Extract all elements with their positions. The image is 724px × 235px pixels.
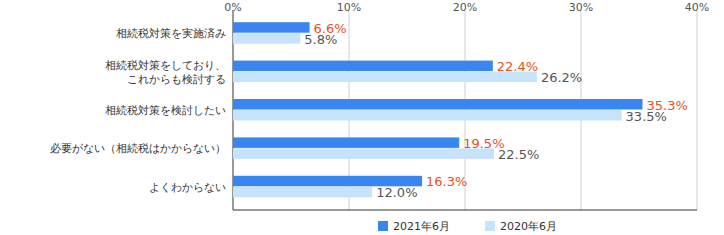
tick-label: 40% [685, 1, 709, 14]
bars [233, 22, 642, 197]
x-axis-line [233, 210, 697, 211]
grid-line [697, 10, 698, 210]
data-label: 12.0% [376, 185, 417, 200]
category-label-line: よくわからない [149, 181, 226, 194]
category-label-line: 相続税対策をしており、 [105, 59, 226, 72]
bar [233, 72, 537, 83]
data-label: 22.5% [498, 147, 539, 162]
chart-svg: 0%10%20%30%40%相続税対策を実施済み6.6%5.8%相続税対策をして… [0, 0, 724, 235]
bar [233, 110, 622, 121]
tick-label: 30% [569, 1, 593, 14]
tick-label: 0% [224, 1, 241, 14]
bar [233, 187, 372, 198]
category-label: 相続税対策を実施済み [116, 27, 226, 40]
bar [233, 33, 300, 44]
legend-label: 2020年6月 [500, 220, 557, 233]
legend-swatch [378, 221, 388, 231]
category-label: 相続税対策をしており、これからも検討する [105, 59, 226, 86]
legend-label: 2021年6月 [393, 220, 450, 233]
category-label-line: 相続税対策を検討したい [105, 104, 226, 117]
data-label: 26.2% [541, 70, 582, 85]
tick-label: 10% [337, 1, 361, 14]
bar [233, 61, 493, 72]
category-label-line: 相続税対策を実施済み [116, 27, 226, 40]
data-label: 5.8% [304, 32, 337, 47]
category-label-line: これからも検討する [127, 73, 226, 86]
bar [233, 137, 459, 148]
category-label: 必要がない（相続税はかからない） [50, 142, 226, 155]
data-label: 33.5% [626, 109, 667, 124]
chart-container: 0%10%20%30%40%相続税対策を実施済み6.6%5.8%相続税対策をして… [0, 0, 724, 235]
bar [233, 99, 642, 110]
legend-swatch [485, 221, 495, 231]
data-label: 16.3% [426, 174, 467, 189]
category-label-line: 必要がない（相続税はかからない） [50, 142, 226, 155]
category-label: よくわからない [149, 181, 226, 194]
bar [233, 22, 310, 33]
bar [233, 148, 494, 159]
data-label: 22.4% [497, 59, 538, 74]
category-label: 相続税対策を検討したい [105, 104, 226, 117]
tick-label: 20% [453, 1, 477, 14]
